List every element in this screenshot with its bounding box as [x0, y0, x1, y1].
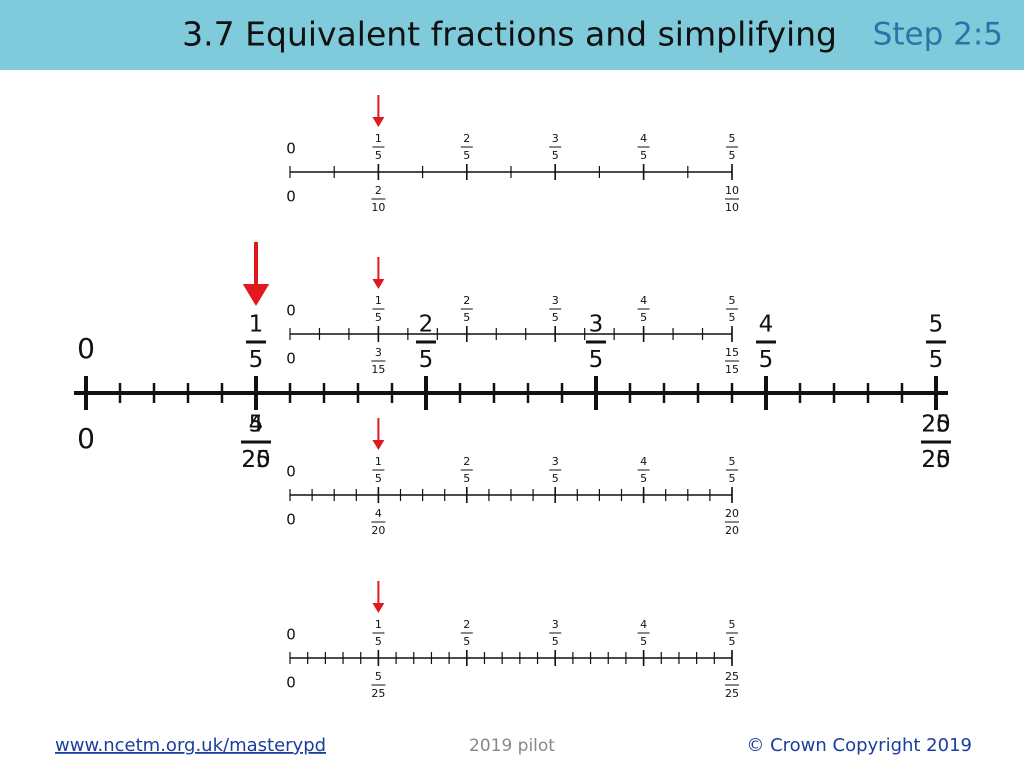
denominator: 25	[921, 447, 950, 473]
numerator: 10	[725, 184, 739, 197]
numerator: 1	[375, 618, 382, 631]
denominator: 5	[375, 635, 382, 648]
denominator: 5	[729, 635, 736, 648]
denominator: 5	[929, 347, 944, 373]
denominator: 20	[371, 524, 385, 537]
numerator: 3	[552, 618, 559, 631]
denominator: 15	[725, 363, 739, 376]
numerator: 25	[921, 411, 950, 437]
arrow-head	[372, 279, 385, 289]
zero-label: 0	[286, 674, 296, 692]
denominator: 5	[640, 149, 647, 162]
numerator: 5	[375, 670, 382, 683]
numerator: 5	[929, 311, 944, 337]
numerator: 4	[640, 294, 647, 307]
denominator: 5	[729, 149, 736, 162]
numerator: 3	[589, 311, 604, 337]
zero-label: 0	[286, 302, 296, 320]
denominator: 20	[241, 447, 270, 473]
denominator: 5	[589, 347, 604, 373]
numerator: 2	[463, 455, 470, 468]
denominator: 5	[463, 472, 470, 485]
zero-label: 0	[286, 188, 296, 206]
header-title: 3.7 Equivalent fractions and simplifying	[182, 15, 837, 54]
denominator: 5	[640, 311, 647, 324]
numerator: 5	[729, 294, 736, 307]
zero-label: 0	[286, 463, 296, 481]
denominator: 25	[725, 687, 739, 700]
denominator: 15	[371, 363, 385, 376]
numerator: 3	[552, 132, 559, 145]
denominator: 5	[552, 635, 559, 648]
numerator: 25	[725, 670, 739, 683]
numerator: 5	[729, 455, 736, 468]
numerator: 3	[552, 455, 559, 468]
step-label: Step 2:5	[873, 17, 1003, 53]
denominator: 25	[241, 447, 270, 473]
zero-label: 0	[286, 626, 296, 644]
denominator: 5	[552, 311, 559, 324]
arrow-head	[372, 117, 385, 127]
numerator: 4	[249, 411, 264, 437]
numerator: 2	[463, 618, 470, 631]
numerator: 5	[729, 132, 736, 145]
arrow-head	[372, 603, 385, 613]
zero-label: 0	[286, 511, 296, 529]
footer-copyright: © Crown Copyright 2019	[746, 735, 972, 756]
footer-link[interactable]: www.ncetm.org.uk/masterypd	[55, 735, 326, 756]
denominator: 5	[729, 472, 736, 485]
denominator: 5	[419, 347, 434, 373]
numerator: 2	[463, 132, 470, 145]
denominator: 5	[463, 635, 470, 648]
numerator: 3	[375, 346, 382, 359]
denominator: 5	[463, 149, 470, 162]
denominator: 10	[725, 201, 739, 214]
numerator: 4	[375, 507, 382, 520]
arrow-head	[372, 440, 385, 450]
numerator: 2	[463, 294, 470, 307]
denominator: 20	[921, 447, 950, 473]
big-zero-label: 0	[77, 332, 95, 365]
denominator: 5	[552, 472, 559, 485]
big-zero-label: 0	[77, 422, 95, 455]
numerator: 2	[419, 311, 434, 337]
numerator: 20	[725, 507, 739, 520]
denominator: 5	[375, 149, 382, 162]
denominator: 5	[640, 472, 647, 485]
numerator: 20	[921, 411, 950, 437]
numerator: 15	[725, 346, 739, 359]
numerator: 4	[759, 311, 774, 337]
numerator: 1	[375, 132, 382, 145]
numerator: 5	[249, 411, 264, 437]
numerator: 4	[640, 455, 647, 468]
numerator: 5	[729, 618, 736, 631]
denominator: 5	[729, 311, 736, 324]
denominator: 5	[463, 311, 470, 324]
header-band	[0, 0, 1024, 70]
arrow-head	[242, 284, 270, 306]
denominator: 5	[375, 311, 382, 324]
numerator: 1	[375, 294, 382, 307]
numerator: 3	[552, 294, 559, 307]
denominator: 25	[371, 687, 385, 700]
denominator: 5	[375, 472, 382, 485]
denominator: 5	[552, 149, 559, 162]
numerator: 1	[375, 455, 382, 468]
numerator: 4	[640, 618, 647, 631]
footer-pilot: 2019 pilot	[469, 736, 555, 756]
numerator: 2	[375, 184, 382, 197]
denominator: 5	[640, 635, 647, 648]
zero-label: 0	[286, 140, 296, 158]
zero-label: 0	[286, 350, 296, 368]
denominator: 5	[249, 347, 264, 373]
numerator: 4	[640, 132, 647, 145]
denominator: 20	[725, 524, 739, 537]
numerator: 1	[249, 311, 264, 337]
denominator: 5	[759, 347, 774, 373]
denominator: 10	[371, 201, 385, 214]
